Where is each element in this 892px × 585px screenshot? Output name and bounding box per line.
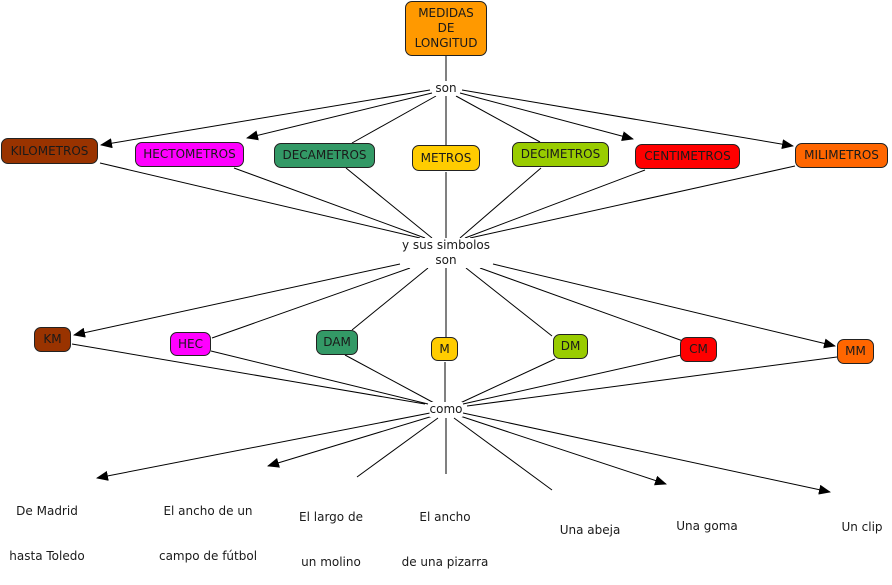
edge bbox=[356, 417, 439, 478]
example-goma[interactable]: Una goma bbox=[676, 489, 738, 549]
root-line: MEDIDAS bbox=[418, 6, 474, 20]
symbol-dam[interactable]: DAM bbox=[316, 330, 358, 355]
root-node-medidas-de-longitud[interactable]: MEDIDAS DE LONGITUD bbox=[405, 1, 487, 56]
symbol-m[interactable]: M bbox=[431, 337, 458, 361]
unit-kilometros[interactable]: KILOMETROS bbox=[1, 138, 98, 164]
symbol-hec[interactable]: HEC bbox=[170, 332, 211, 356]
edge bbox=[457, 358, 556, 405]
edge bbox=[351, 267, 429, 331]
root-line: DE bbox=[437, 21, 455, 35]
edge bbox=[210, 350, 429, 405]
edge bbox=[345, 167, 433, 239]
edge bbox=[492, 263, 836, 349]
edge bbox=[459, 415, 667, 486]
edge bbox=[267, 415, 434, 468]
example-line: El ancho bbox=[419, 510, 471, 524]
link-line: son bbox=[435, 253, 457, 267]
link-label-como: como bbox=[429, 402, 463, 417]
edge bbox=[73, 263, 401, 338]
link-line: y sus simbolos bbox=[401, 238, 491, 252]
edge bbox=[479, 267, 684, 342]
unit-hectometros[interactable]: HECTOMETROS bbox=[135, 142, 244, 167]
edge bbox=[100, 89, 431, 149]
example-line: De Madrid bbox=[16, 504, 78, 518]
example-line: El ancho de un bbox=[163, 504, 253, 518]
root-line: LONGITUD bbox=[414, 36, 478, 50]
example-line: un molino bbox=[301, 555, 361, 569]
symbol-mm[interactable]: MM bbox=[837, 339, 874, 364]
edge bbox=[469, 165, 796, 239]
edge bbox=[344, 354, 437, 405]
link-label-son: son bbox=[435, 81, 457, 96]
example-line: de una pizarra bbox=[401, 555, 489, 569]
edge bbox=[246, 92, 433, 141]
example-line: Una abeja bbox=[559, 523, 621, 537]
example-line: campo de fútbol bbox=[158, 549, 258, 563]
example-pizarra[interactable]: El ancho de una pizarra bbox=[402, 480, 489, 585]
example-abeja[interactable]: Una abeja bbox=[560, 493, 621, 553]
connector-lines bbox=[71, 56, 838, 495]
edge bbox=[455, 95, 541, 143]
edge bbox=[71, 343, 426, 405]
symbol-km[interactable]: KM bbox=[34, 327, 71, 352]
edge bbox=[453, 417, 553, 491]
example-campo-futbol[interactable]: El ancho de un campo de fútbol bbox=[159, 474, 257, 579]
link-label-y-sus-simbolos-son: y sus simbolos son bbox=[401, 238, 491, 268]
edge bbox=[211, 267, 411, 339]
unit-decimetros[interactable]: DECIMETROS bbox=[512, 142, 609, 167]
unit-decametros[interactable]: DECAMETROS bbox=[274, 143, 375, 168]
example-clip[interactable]: Un clip bbox=[841, 490, 882, 550]
example-line: El largo de bbox=[299, 510, 363, 524]
edge bbox=[351, 95, 437, 144]
edge bbox=[464, 169, 646, 239]
edge bbox=[462, 412, 831, 495]
example-molino[interactable]: El largo de un molino bbox=[299, 480, 363, 585]
example-madrid-toledo[interactable]: De Madrid hasta Toledo bbox=[9, 474, 84, 579]
edge bbox=[461, 89, 794, 150]
edge bbox=[459, 167, 542, 239]
symbol-dm[interactable]: DM bbox=[553, 334, 588, 359]
edge bbox=[459, 92, 634, 142]
edge bbox=[462, 354, 682, 405]
edge bbox=[96, 412, 431, 481]
example-line: Una goma bbox=[676, 519, 738, 533]
example-line: hasta Toledo bbox=[9, 549, 85, 563]
symbol-cm[interactable]: CM bbox=[680, 337, 717, 362]
unit-centimetros[interactable]: CENTIMETROS bbox=[635, 144, 740, 169]
unit-metros[interactable]: METROS bbox=[412, 145, 480, 171]
edge bbox=[466, 356, 838, 407]
edge bbox=[465, 267, 553, 337]
edge bbox=[99, 162, 421, 239]
edge bbox=[233, 167, 426, 239]
example-line: Un clip bbox=[841, 520, 883, 534]
unit-milimetros[interactable]: MILIMETROS bbox=[795, 143, 888, 168]
